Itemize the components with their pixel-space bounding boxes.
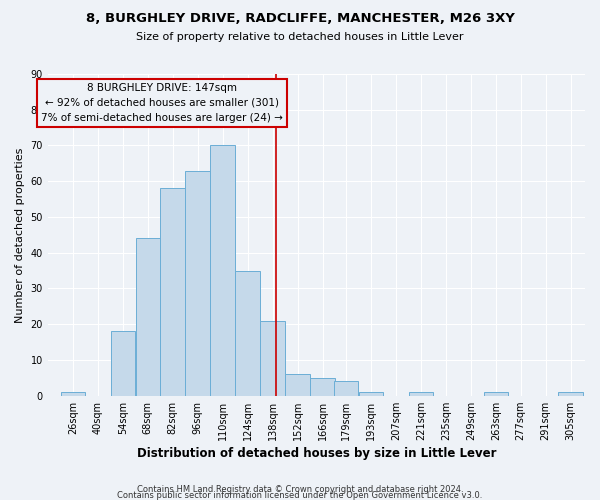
- Bar: [260, 320, 285, 396]
- Text: 8, BURGHLEY DRIVE, RADCLIFFE, MANCHESTER, M26 3XY: 8, BURGHLEY DRIVE, RADCLIFFE, MANCHESTER…: [86, 12, 514, 26]
- Text: Contains HM Land Registry data © Crown copyright and database right 2024.: Contains HM Land Registry data © Crown c…: [137, 485, 463, 494]
- Bar: [136, 238, 160, 396]
- Bar: [409, 392, 433, 396]
- Bar: [334, 382, 358, 396]
- Bar: [484, 392, 508, 396]
- Text: Size of property relative to detached houses in Little Lever: Size of property relative to detached ho…: [136, 32, 464, 42]
- Y-axis label: Number of detached properties: Number of detached properties: [15, 147, 25, 322]
- Bar: [211, 146, 235, 396]
- Text: 8 BURGHLEY DRIVE: 147sqm
← 92% of detached houses are smaller (301)
7% of semi-d: 8 BURGHLEY DRIVE: 147sqm ← 92% of detach…: [41, 83, 283, 122]
- Bar: [559, 392, 583, 396]
- Bar: [359, 392, 383, 396]
- X-axis label: Distribution of detached houses by size in Little Lever: Distribution of detached houses by size …: [137, 447, 496, 460]
- Bar: [61, 392, 85, 396]
- Bar: [160, 188, 185, 396]
- Bar: [286, 374, 310, 396]
- Text: Contains public sector information licensed under the Open Government Licence v3: Contains public sector information licen…: [118, 491, 482, 500]
- Bar: [310, 378, 335, 396]
- Bar: [185, 170, 210, 396]
- Bar: [110, 332, 135, 396]
- Bar: [235, 270, 260, 396]
